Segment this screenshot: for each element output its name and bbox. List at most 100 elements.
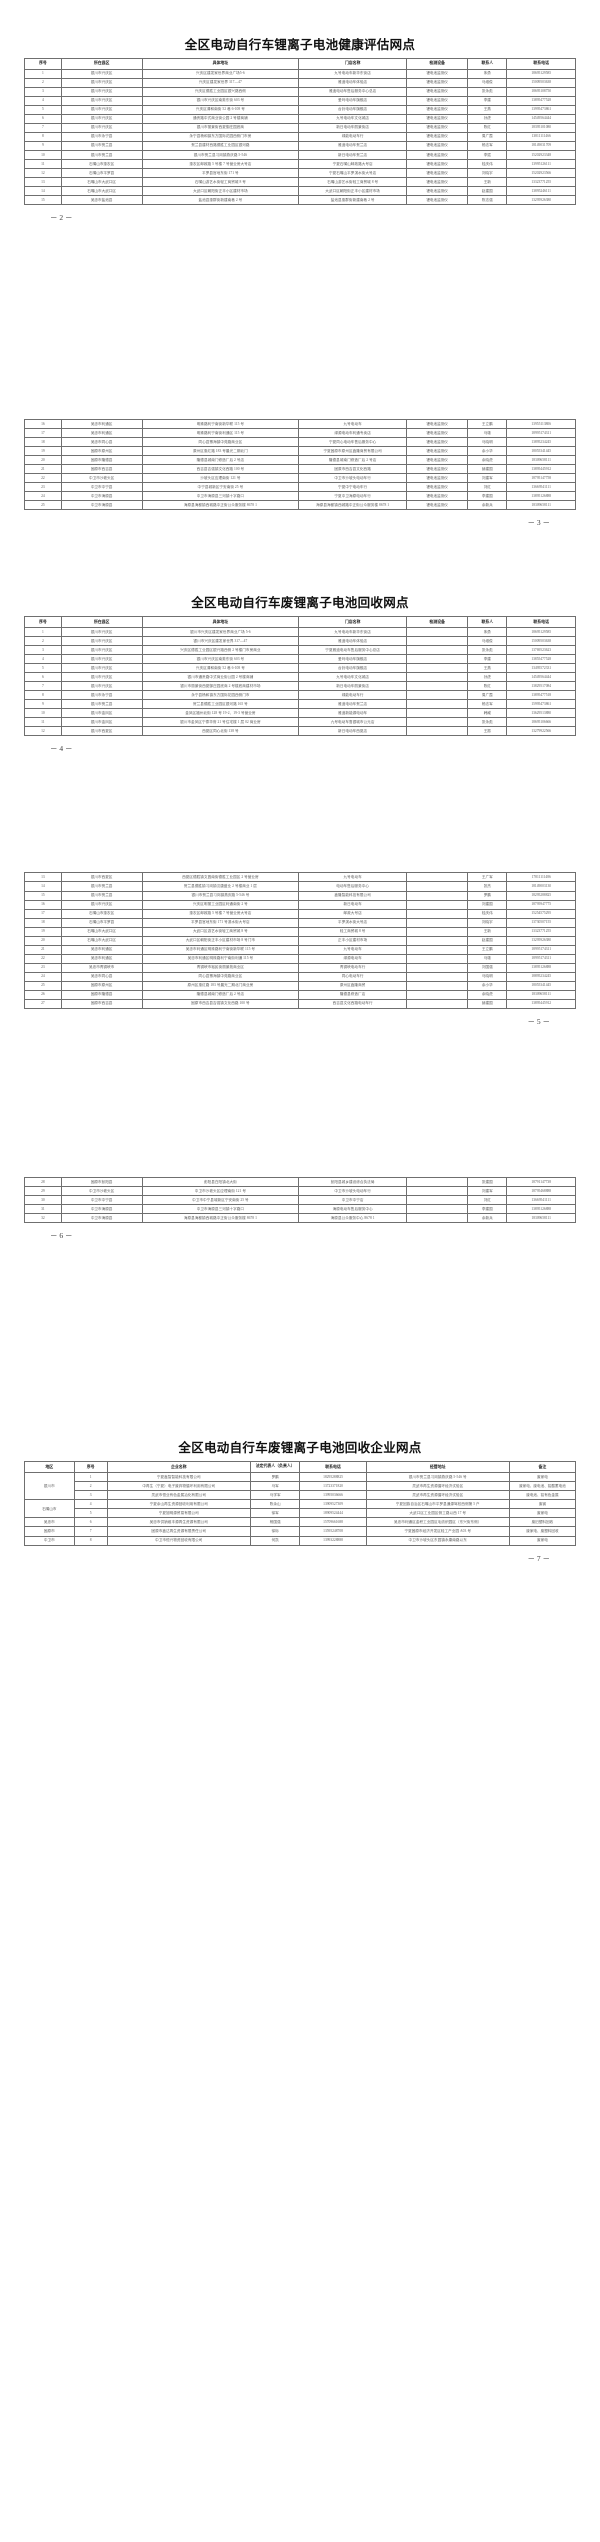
cell-equipment: 锂电池监测仪 xyxy=(405,491,469,502)
table-row: 固原市 7 固原市鑫达再生资源有限责任公司 徐标 13595248708 宁夏固原市经济开… xyxy=(24,1526,577,1537)
cell-no: 32 xyxy=(24,1213,62,1224)
cell-phone: 13811111466 xyxy=(506,131,576,142)
cell-district: 银川市兴庆区 xyxy=(60,113,143,124)
cell-phone: 13955113806 xyxy=(506,419,576,430)
table-row: 26 固原市隆德县 隆德县城南门修造厂后 2 号店 隆德县修造厂店 余晓虎 1830965… xyxy=(24,989,576,1000)
cell-contact: 刘晓宇 xyxy=(467,917,508,928)
cell-district: 银川市兴庆区 xyxy=(60,645,143,656)
table-row: 2 银川市兴庆区 银川市兴庆区建发家世界 317—47 雅迪电动车体验店 马维俊 1500… xyxy=(24,636,576,647)
table-row: 1 银川市兴庆区 兴庆区建发家世界商业广场5-6 九号电动车新华东街店 锂电池监测仪 朱勇… xyxy=(24,68,576,79)
cell-contact: 刘晓宇 xyxy=(467,167,508,179)
cell-equipment xyxy=(405,1185,469,1196)
cell-store: 正丰小区建材市场 xyxy=(298,935,407,946)
page-recycle-part2: 13 银川市西夏区 西夏区德胜镇文昌南街德胜工业园区 2 号营业房 九号电动车 王广军 1… xyxy=(0,872,600,1026)
cell-district: 银川市兴庆区 xyxy=(60,68,143,79)
cell-store: 中卫市沙坡头电动车行 xyxy=(298,473,407,484)
cell-address: 吴忠市利通区明珠路利宁南街新华联 115 号 xyxy=(141,944,300,955)
cell-district: 石嘴山市大武口区 xyxy=(60,926,143,937)
cell-address: 中卫市沙坡头区应理南街 121 号 xyxy=(141,1185,300,1196)
cell-phone: 15009503638 xyxy=(506,636,576,647)
cell-phone: 18795147758 xyxy=(506,473,576,484)
table-row: 6 银川市兴庆区 银川市通贵路中式商业街公园 2 号楼商铺 九号电动车文化城店 孙虎 14… xyxy=(24,672,576,683)
cell-phone: 13895445912 xyxy=(506,464,576,475)
cell-contact: 余晓虎 xyxy=(467,989,508,1000)
cell-no: 26 xyxy=(24,989,62,1000)
table-row: 9 银川市贺兰县 贺兰县德胜工业园区银河路 165 号雅迪电动车贺兰店 杨志军 1599… xyxy=(24,699,576,710)
page-recycle-part3: 28 固原市彭阳县 彭阳县白阳镇北大街 彭阳县城乡建设综合执法局 张建国 18791147… xyxy=(0,1176,600,1241)
cell-district: 石嘴山市惠农区 xyxy=(60,908,143,919)
table-row: 32 中卫市海原县 海原县海都镇西城路中正街公众服务楼 8678 1 海原县公众服务中… xyxy=(24,1213,576,1224)
table-row: 22 吴忠市利通区 吴忠市利通区明珠路利宁南街利通 115 号绿源电动车 马雄 1899… xyxy=(24,953,576,964)
table-row: 14 石嘴山市大武口区 大武口区朝阳街正丰小区建材市场 大武口区朝阳街正丰小区建材市场… xyxy=(24,186,576,197)
cell-no: 27 xyxy=(24,998,62,1009)
table-health-assessment-part2: 16 吴忠市利通区 明珠路利宁南街新华联 115 号九号电动车 锂电池监测仪 王立鹏 13… xyxy=(24,419,576,511)
cell-phone: 13730507155 xyxy=(506,917,576,928)
col-header-equipment: 检测设备 xyxy=(405,58,469,70)
cell-phone: 18309658111 xyxy=(506,1213,576,1224)
cell-phone: 15995473861 xyxy=(506,699,576,710)
cell-equipment: 锂电池监测仪 xyxy=(405,482,469,493)
cell-phone: 13895477528 xyxy=(506,95,576,106)
table-row: 5 银川市兴庆区 兴庆区清和南街 52 巷 6-108 号台铃电动车旗舰店 王燕 134… xyxy=(24,663,576,674)
table-row: 25 固原市原州区 原州区惠红路 183 号晨光二期北门商业房 原州区鑫隆商贸 余小华 1… xyxy=(24,980,576,991)
cell-phone: 18695129585 xyxy=(506,627,576,638)
cell-contact: 张永彪 xyxy=(467,86,508,97)
cell-contact: 陈红 xyxy=(467,681,508,692)
cell-legal-rep: 马军 xyxy=(249,1481,301,1492)
cell-address: 永宁县杨和镇东方国际花园西侧门市房 xyxy=(141,131,300,142)
table-row: 28 固原市彭阳县 彭阳县白阳镇北大街 彭阳县城乡建设综合执法局 张建国 18791147… xyxy=(24,1176,576,1187)
cell-no: 17 xyxy=(24,908,62,919)
cell-no: 10 xyxy=(24,708,62,719)
page-marker-7: － 7 － xyxy=(527,1553,551,1563)
cell-phone: 18149031709 xyxy=(506,140,576,151)
cell-equipment xyxy=(405,971,469,982)
table-row: 24 中卫市海原县 中卫市海原县三河镇十字路口 宁夏中卫海原电动车行 锂电池监测仪 李建国… xyxy=(24,491,576,502)
table-row: 23 中卫市中宁县 中宁县城新区宁安南街 25 号宁夏中宁电动车行 锂电池监测仪 刘红 1… xyxy=(24,482,576,493)
cell-address: 大武口区游艺水街轻工商贸城 8 号 xyxy=(141,926,300,937)
cell-store: 绿能电动车行 xyxy=(298,690,407,701)
cell-district: 中卫市沙坡头区 xyxy=(60,1185,143,1196)
cell-phone: 18895234245 xyxy=(506,971,576,982)
cell-store: 中卫市沙坡头电动车行 xyxy=(298,1185,407,1196)
cell-store: 雅迪电动车贺兰店 xyxy=(298,140,407,151)
cell-store: 中卫市中宁店 xyxy=(298,1194,407,1206)
cell-contact: 李建 xyxy=(467,95,508,106)
cell-no: 18 xyxy=(24,437,62,448)
cell-no: 24 xyxy=(24,491,62,502)
cell-address: 明珠路利宁南街利通区 115 号 xyxy=(141,428,300,439)
cell-phone: 18995174311 xyxy=(506,953,576,964)
cell-address: 大武口区朝阳街正丰小区建材市场 xyxy=(141,186,300,197)
cell-contact: 罗鹏 xyxy=(467,890,508,901)
cell-district: 银川市兴庆区 xyxy=(60,681,143,692)
cell-store: 九号电动车文化城店 xyxy=(298,672,407,683)
cell-store: 新日电动车贺兰店 xyxy=(298,149,407,160)
col-header-biz-address: 经营地址 xyxy=(365,1461,510,1474)
cell-phone: 13829517084 xyxy=(506,681,576,692)
page-break-gap-2 xyxy=(0,528,600,592)
table-row: 3 银川市兴庆区 兴庆区德胜工业园区银兴路西侧 雅迪电动车售后服务中心总店 锂电池监测仪… xyxy=(24,86,576,97)
cell-address: 中卫市海原县三河镇十字路口 xyxy=(141,1203,300,1215)
cell-no: 7 xyxy=(73,1526,108,1537)
cell-district: 银川市贺兰县 xyxy=(60,149,143,160)
cell-no: 4 xyxy=(73,1499,108,1510)
cell-address: 兴庆区建发家世界商业广场5-6 xyxy=(141,68,300,79)
cell-no: 19 xyxy=(24,926,62,937)
table-row: 2 中再生（宁夏）电子废弃物循环利用有限公司 马军 13723371820 灵武市再生资… xyxy=(25,1481,577,1492)
col-header-district: 所在县区 xyxy=(60,58,143,70)
cell-equipment xyxy=(405,1203,469,1215)
cell-no: 20 xyxy=(24,455,62,466)
cell-district: 吴忠市盐池县 xyxy=(60,195,143,206)
table-row: 5 宁夏旭明源贸易有限公司 徐军 18909524444 大武口区工业园区侧工路以西 1… xyxy=(25,1508,577,1519)
table-row: 吴忠市 6 吴忠市供销维丰源再生资源有限公司 杨国强 15709661688 吴忠市利通区… xyxy=(24,1517,577,1528)
cell-address: 平罗县官地东街 171 号滨水街大号店 xyxy=(141,917,300,928)
cell-address: 西夏区同心北街 138 号 xyxy=(141,726,300,737)
cell-equipment xyxy=(405,708,469,719)
cell-no: 22 xyxy=(24,953,62,964)
table-header-row: 序号 所在县区 具体地址 门店名称 检测设备 联系人 联系电话 xyxy=(24,58,576,70)
cell-equipment: 锂电池监测仪 xyxy=(405,77,469,88)
cell-phone: 13993228888 xyxy=(299,1535,367,1546)
cell-address: 石嘴山游艺水街轻工商贸城 8 号 xyxy=(141,177,300,188)
cell-equipment xyxy=(405,690,469,701)
cell-equipment xyxy=(405,917,469,928)
cell-address: 银川市兴庆区建发家世界 317—47 xyxy=(141,636,300,647)
